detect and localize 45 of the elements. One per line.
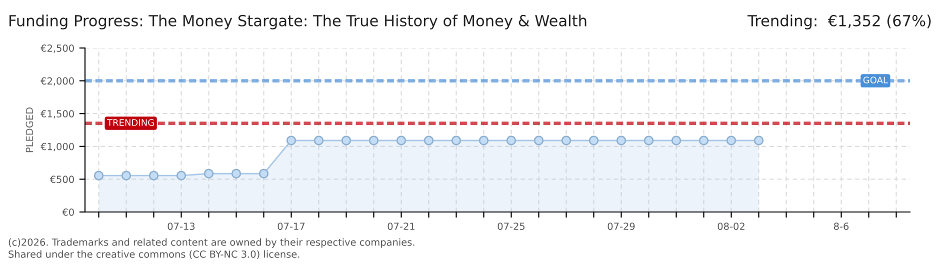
point <box>561 136 572 146</box>
y-tick-label: €1,500 <box>40 110 74 118</box>
x-tick-label: 07-29 <box>608 222 635 230</box>
y-tick-label: €2,500 <box>40 44 74 53</box>
x-tick-label: 07-21 <box>388 222 414 230</box>
point <box>506 136 516 146</box>
ref-line-label: GOAL <box>863 76 888 84</box>
point <box>451 136 462 146</box>
y-axis-title: PLEDGED <box>26 108 34 152</box>
point <box>341 136 352 146</box>
point <box>204 168 214 178</box>
y-tick-label: €2,000 <box>40 77 74 86</box>
point <box>231 168 242 178</box>
point <box>148 170 159 180</box>
point <box>94 170 104 180</box>
x-tick-label: 08-02 <box>718 222 744 230</box>
x-tick-label: 07-17 <box>278 222 305 230</box>
y-tick-label: €0 <box>62 208 74 216</box>
point <box>396 136 406 146</box>
point <box>478 136 489 146</box>
text: (c)2026. Trademarks and related content are owned by their respective companies. <box>8 238 414 248</box>
point <box>698 136 709 146</box>
point <box>754 136 764 146</box>
point <box>368 136 379 146</box>
point <box>176 170 186 180</box>
y-tick-label: €500 <box>50 176 74 184</box>
ref-line-label: TRENDING <box>106 119 154 126</box>
point <box>286 136 296 146</box>
point <box>121 170 132 180</box>
point <box>534 136 544 146</box>
x-tick-label: 07-25 <box>498 222 525 230</box>
point <box>314 136 324 146</box>
text: Shared under the creative commons (CC BY-NC 3.0) license. <box>8 250 300 259</box>
point <box>726 136 736 146</box>
point <box>644 136 654 146</box>
point <box>424 136 434 146</box>
x-tick-label: 07-13 <box>168 222 195 230</box>
point <box>616 136 626 146</box>
point <box>588 136 599 146</box>
point <box>258 168 269 178</box>
y-tick-label: €1,000 <box>40 142 74 152</box>
x-tick-label: 8-6 <box>834 222 849 230</box>
text: Trending: €1,352 (67%) <box>747 14 931 30</box>
point <box>671 136 682 146</box>
chart-title: Funding Progress: The Money Stargate: The True History of Money & Wealth <box>10 14 586 30</box>
